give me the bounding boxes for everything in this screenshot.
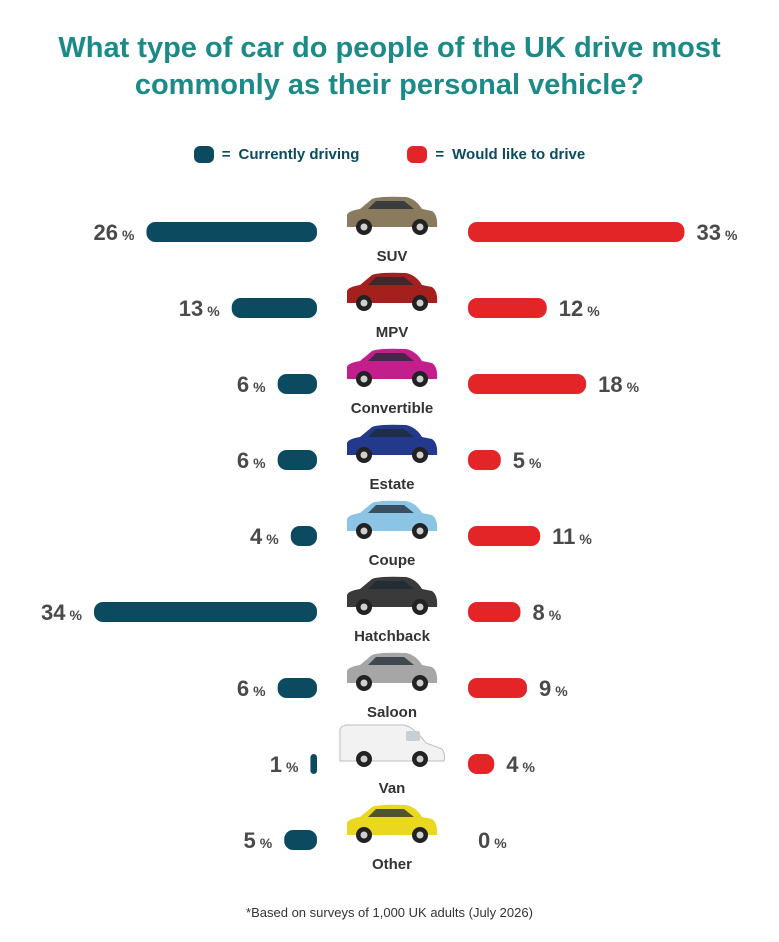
footnote: *Based on surveys of 1,000 UK adults (Ju… bbox=[246, 905, 533, 920]
value-wish-suv: 33% bbox=[696, 220, 737, 245]
value-current-other: 5% bbox=[243, 828, 272, 853]
car-icon-convertible bbox=[347, 348, 438, 387]
value-wish-coupe: 11% bbox=[552, 524, 592, 549]
bar-current-coupe bbox=[290, 526, 317, 546]
car-icon-van bbox=[339, 724, 446, 767]
car-icon-suv bbox=[347, 196, 438, 235]
value-current-hatchback: 34% bbox=[41, 600, 82, 625]
legend-separator: = bbox=[435, 146, 445, 163]
bar-current-van bbox=[310, 754, 317, 774]
legend: = Currently driving = Would like to driv… bbox=[0, 146, 779, 163]
bar-current-saloon bbox=[277, 678, 317, 698]
bar-current-mpv bbox=[231, 298, 317, 318]
legend-separator: = bbox=[221, 146, 231, 163]
legend-label-current: Currently driving bbox=[238, 146, 360, 163]
value-wish-other: 0% bbox=[478, 828, 507, 853]
legend-swatch-wish bbox=[407, 146, 428, 163]
legend-item-current: = Currently driving bbox=[193, 146, 360, 163]
legend-label-wish: Would like to drive bbox=[452, 146, 586, 163]
value-wish-saloon: 9% bbox=[539, 676, 568, 701]
bar-wish-hatchback bbox=[468, 602, 521, 622]
value-wish-van: 4% bbox=[506, 752, 535, 777]
value-current-van: 1% bbox=[270, 752, 299, 777]
car-icon-hatchback bbox=[347, 576, 438, 615]
category-label-van: Van bbox=[379, 780, 406, 797]
value-current-coupe: 4% bbox=[250, 524, 279, 549]
car-icon-mpv bbox=[347, 272, 438, 311]
car-icon-estate bbox=[347, 424, 438, 463]
bar-wish-coupe bbox=[468, 526, 541, 546]
category-label-hatchback: Hatchback bbox=[354, 628, 431, 645]
legend-swatch-current bbox=[193, 146, 214, 163]
value-current-mpv: 13% bbox=[179, 296, 220, 321]
category-label-suv: SUV bbox=[377, 248, 408, 265]
category-label-coupe: Coupe bbox=[369, 552, 416, 569]
bar-wish-van bbox=[468, 754, 495, 774]
value-wish-hatchback: 8% bbox=[532, 600, 561, 625]
value-current-convertible: 6% bbox=[237, 372, 266, 397]
value-current-estate: 6% bbox=[237, 448, 266, 473]
category-label-saloon: Saloon bbox=[367, 704, 417, 721]
category-label-convertible: Convertible bbox=[351, 400, 434, 417]
category-label-estate: Estate bbox=[369, 476, 414, 493]
bar-wish-convertible bbox=[468, 374, 587, 394]
car-icon-coupe bbox=[347, 500, 438, 539]
car-icon-other bbox=[347, 804, 438, 843]
bar-current-hatchback bbox=[93, 602, 318, 622]
bar-current-convertible bbox=[277, 374, 317, 394]
bar-wish-estate bbox=[468, 450, 501, 470]
value-wish-convertible: 18% bbox=[598, 372, 639, 397]
value-wish-estate: 5% bbox=[513, 448, 542, 473]
bar-current-other bbox=[284, 830, 317, 850]
value-wish-mpv: 12% bbox=[559, 296, 600, 321]
chart-title: What type of car do people of the UK dri… bbox=[58, 32, 721, 101]
car-icon-saloon bbox=[347, 652, 438, 691]
bar-wish-suv bbox=[468, 222, 685, 242]
category-label-other: Other bbox=[372, 856, 412, 873]
bar-current-suv bbox=[146, 222, 317, 242]
bar-wish-saloon bbox=[468, 678, 528, 698]
category-label-mpv: MPV bbox=[376, 324, 409, 341]
value-current-suv: 26% bbox=[94, 220, 135, 245]
legend-item-wish: = Would like to drive bbox=[407, 146, 585, 163]
bar-current-estate bbox=[277, 450, 317, 470]
bar-wish-mpv bbox=[468, 298, 547, 318]
value-current-saloon: 6% bbox=[237, 676, 266, 701]
